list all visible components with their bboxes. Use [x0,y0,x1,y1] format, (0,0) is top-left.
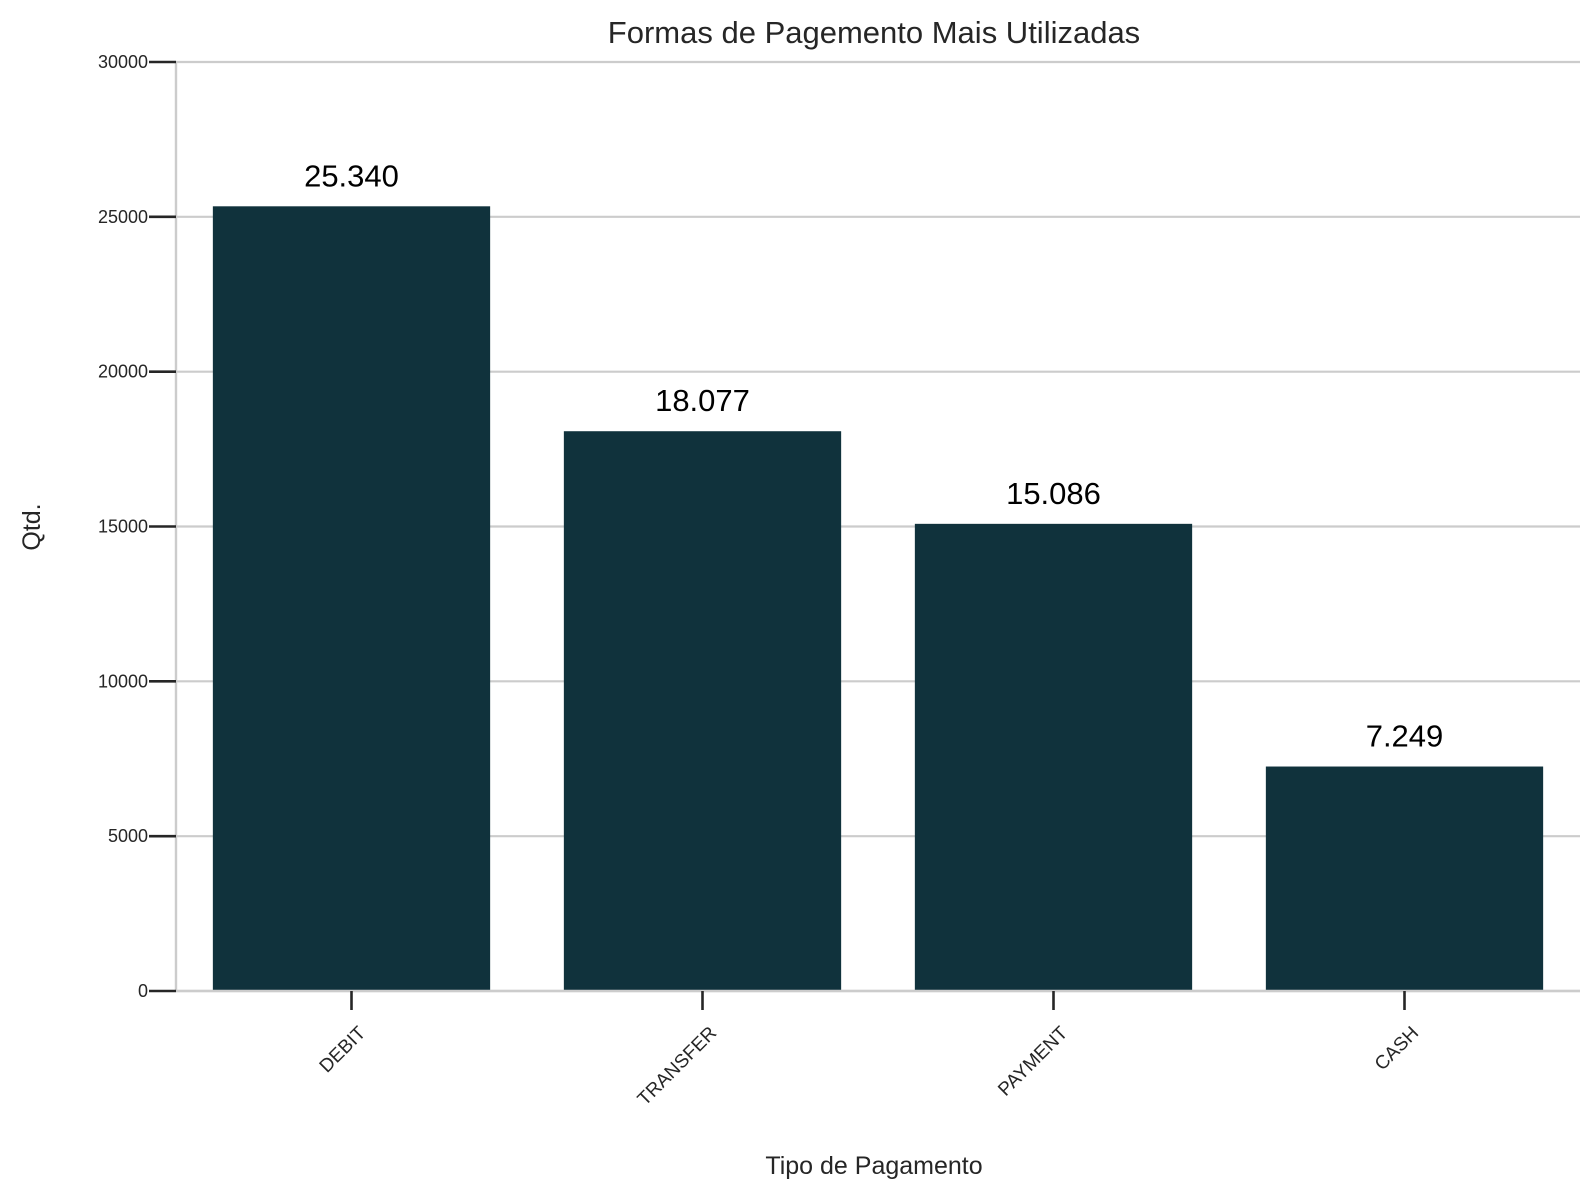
bars [212,206,1544,991]
y-tick-label-0: 0 [138,981,148,1001]
y-tick-label-6: 30000 [98,52,148,72]
chart-title: Formas de Pagemento Mais Utilizadas [608,15,1140,50]
y-tick-label-3: 15000 [98,517,148,537]
bar-value-labels: 25.340 18.077 15.086 7.249 [304,158,1443,753]
bar-value-label-payment: 15.086 [1006,476,1101,511]
x-axis-ticks: DEBIT TRANSFER PAYMENT CASH [316,991,1423,1110]
bar-value-label-transfer: 18.077 [655,383,750,418]
bar-cash [1265,766,1544,991]
y-axis-label: Qtd. [18,503,46,550]
x-axis-label: Tipo de Pagamento [765,1152,982,1180]
y-tick-label-1: 5000 [108,826,148,846]
x-tick-label-debit: DEBIT [316,1022,371,1077]
y-tick-label-2: 10000 [98,671,148,691]
y-axis-ticks: 0 5000 10000 15000 20000 25000 30000 [98,52,176,1001]
x-tick-label-transfer: TRANSFER [634,1023,721,1110]
x-tick-label-cash: CASH [1371,1023,1423,1075]
bar-debit [212,206,491,991]
bar-value-label-debit: 25.340 [304,158,399,193]
bar-payment [914,523,1193,991]
bar-value-label-cash: 7.249 [1366,719,1444,754]
x-tick-label-payment: PAYMENT [994,1022,1072,1100]
bar-transfer [563,431,842,991]
y-tick-label-5: 25000 [98,207,148,227]
y-tick-label-4: 20000 [98,362,148,382]
